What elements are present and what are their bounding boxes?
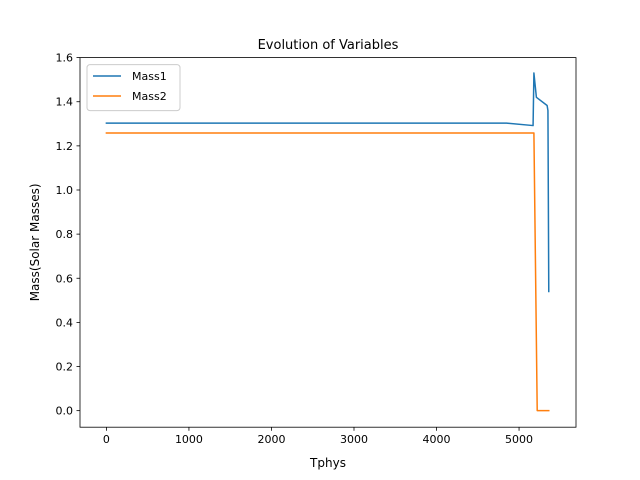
- y-tick-label: 0.0: [56, 405, 74, 418]
- x-tick-label: 2000: [257, 433, 285, 446]
- legend-label-mass1: Mass1: [132, 70, 167, 83]
- x-tick-label: 5000: [505, 433, 533, 446]
- series-line-mass1: [105, 72, 550, 293]
- y-ticks: 0.0 0.2 0.4 0.6 0.8 1.0 1.2 1.4 1.6: [56, 52, 80, 418]
- y-tick-label: 0.4: [56, 316, 74, 329]
- x-tick-label: 0: [103, 433, 110, 446]
- y-tick-label: 0.6: [56, 272, 74, 285]
- plot-frame: [79, 57, 577, 428]
- x-tick-label: 3000: [340, 433, 368, 446]
- chart-title: Evolution of Variables: [258, 38, 399, 53]
- legend: Mass1 Mass2: [86, 64, 181, 112]
- x-tick-label: 1000: [175, 433, 203, 446]
- x-tick-label: 4000: [423, 433, 451, 446]
- y-tick-label: 1.2: [56, 140, 74, 153]
- x-axis-label: Tphys: [309, 456, 346, 470]
- y-tick-label: 1.6: [56, 52, 74, 65]
- y-axis-label: Mass(Solar Masses): [28, 183, 42, 301]
- legend-label-mass2: Mass2: [132, 90, 167, 103]
- y-tick-label: 0.2: [56, 361, 74, 374]
- y-tick-label: 1.0: [56, 184, 74, 197]
- y-tick-label: 0.8: [56, 228, 74, 241]
- series-line-mass2: [105, 132, 550, 412]
- y-tick-label: 1.4: [56, 96, 74, 109]
- x-ticks: 0 1000 2000 3000 4000 5000: [103, 427, 533, 446]
- series-layer: [105, 72, 550, 412]
